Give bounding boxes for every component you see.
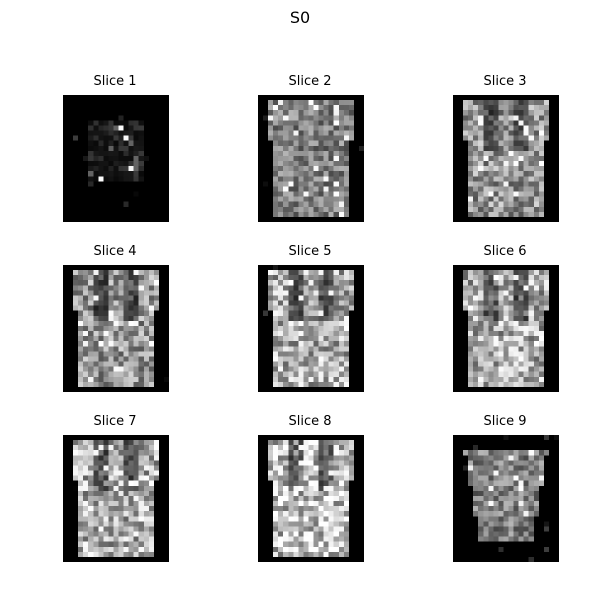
slice-image-1: [63, 95, 169, 222]
panel-title-slice-4: Slice 4: [93, 244, 137, 259]
slice-image-3: [453, 95, 559, 222]
slice-image-6: [453, 265, 559, 392]
slice-image-4: [63, 265, 169, 392]
slice-image-5: [258, 265, 364, 392]
panel-title-slice-1: Slice 1: [93, 74, 137, 89]
slice-image-7: [63, 435, 169, 562]
slice-image-2: [258, 95, 364, 222]
slice-image-9: [453, 435, 559, 562]
panel-title-slice-6: Slice 6: [483, 244, 527, 259]
panel-title-slice-3: Slice 3: [483, 74, 527, 89]
panel-title-slice-7: Slice 7: [93, 414, 137, 429]
panel-title-slice-8: Slice 8: [288, 414, 332, 429]
slice-image-8: [258, 435, 364, 562]
figure-title: S0: [289, 8, 311, 27]
panel-title-slice-2: Slice 2: [288, 74, 332, 89]
panel-title-slice-5: Slice 5: [288, 244, 332, 259]
panel-title-slice-9: Slice 9: [483, 414, 527, 429]
